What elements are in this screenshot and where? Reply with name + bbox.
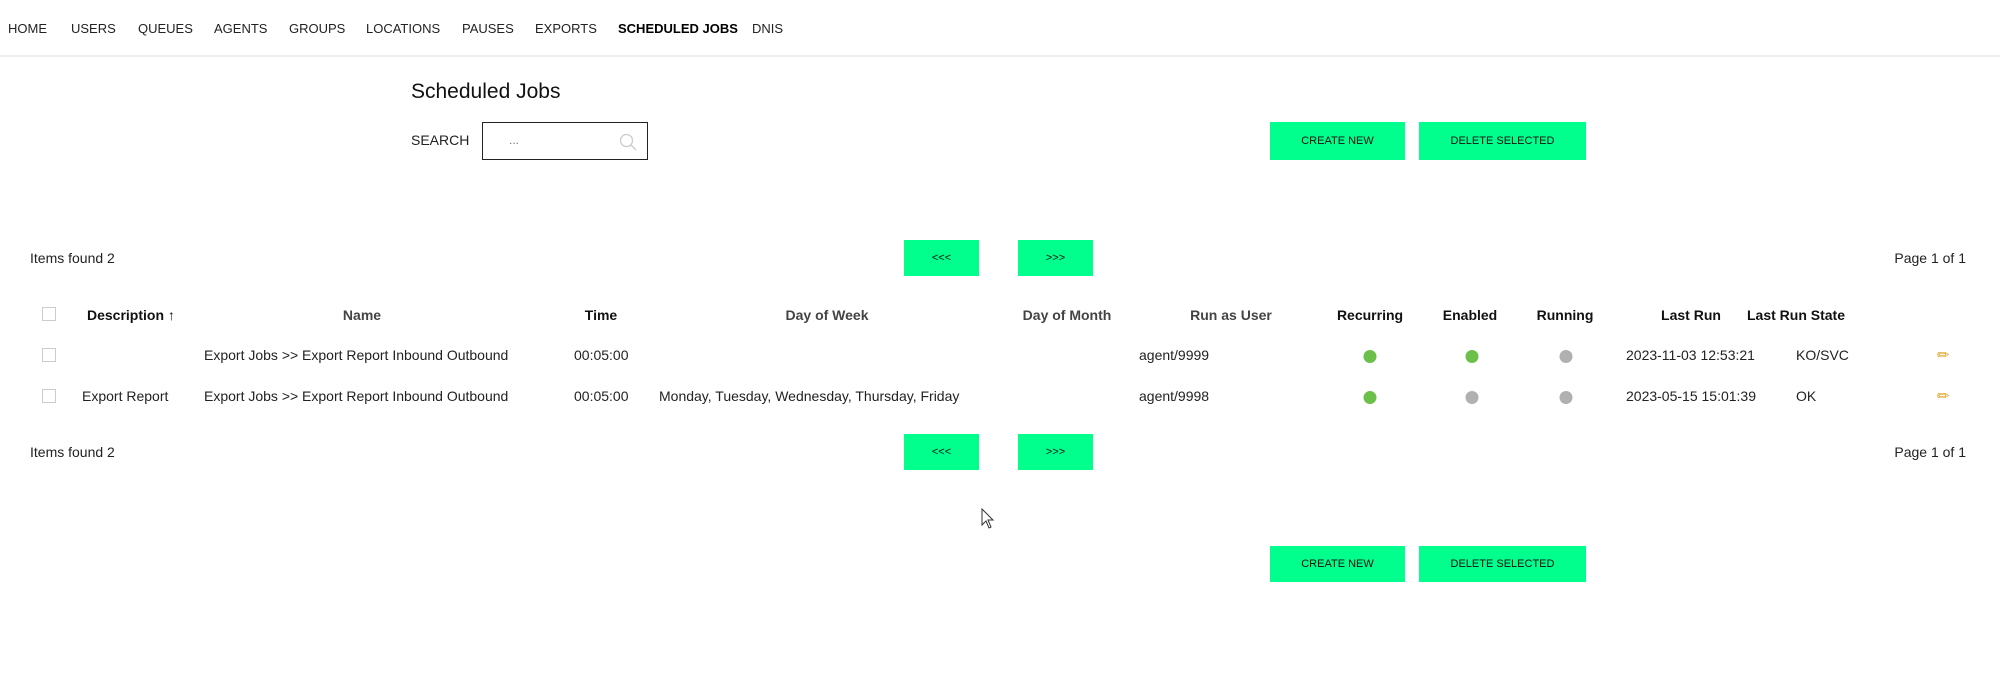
- check-icon: [1363, 391, 1377, 404]
- nav-users[interactable]: USERS: [71, 21, 116, 36]
- edit-pencil-icon[interactable]: ✏: [1937, 347, 1950, 364]
- check-icon: [1465, 350, 1479, 363]
- header-enabled[interactable]: Enabled: [1442, 307, 1498, 323]
- page-title: Scheduled Jobs: [411, 80, 561, 103]
- header-last-run-state[interactable]: Last Run State: [1746, 307, 1846, 323]
- nav-exports[interactable]: EXPORTS: [535, 21, 597, 36]
- minus-icon: [1465, 391, 1479, 404]
- cell-last-run-state: KO/SVC: [1796, 347, 1849, 363]
- cell-name: Export Jobs >> Export Report Inbound Out…: [204, 347, 509, 363]
- nav-scheduled-jobs[interactable]: SCHEDULED JOBS: [618, 21, 738, 36]
- items-found: Items found 2: [30, 250, 115, 266]
- next-page-button-bottom[interactable]: >>>: [1018, 434, 1093, 470]
- minus-icon: [1559, 350, 1573, 363]
- nav-locations[interactable]: LOCATIONS: [366, 21, 441, 36]
- cell-day-of-week: Monday, Tuesday, Wednesday, Thursday, Fr…: [659, 388, 960, 404]
- header-day-of-month[interactable]: Day of Month: [1022, 307, 1112, 323]
- prev-page-button[interactable]: <<<: [904, 240, 979, 276]
- nav-dnis[interactable]: DNIS: [752, 21, 784, 36]
- page-indicator-bottom: Page 1 of 1: [1894, 444, 1966, 460]
- search-input[interactable]: [509, 123, 629, 157]
- next-page-button[interactable]: >>>: [1018, 240, 1093, 276]
- cell-last-run: 2023-05-15 15:01:39: [1626, 388, 1756, 404]
- header-recurring[interactable]: Recurring: [1336, 307, 1404, 323]
- header-day-of-week[interactable]: Day of Week: [785, 307, 869, 323]
- page-indicator: Page 1 of 1: [1894, 250, 1966, 266]
- cell-run-as-user: agent/9998: [1139, 388, 1210, 404]
- header-time[interactable]: Time: [584, 307, 618, 323]
- cell-last-run-state: OK: [1796, 388, 1817, 404]
- cell-run-as-user: agent/9999: [1139, 347, 1210, 363]
- header-running[interactable]: Running: [1536, 307, 1594, 323]
- row-checkbox[interactable]: [42, 348, 56, 362]
- cell-time: 00:05:00: [574, 347, 629, 363]
- header-description[interactable]: Description ↑: [87, 307, 175, 323]
- select-all-checkbox[interactable]: [42, 307, 56, 321]
- top-nav: HOME USERS QUEUES AGENTS GROUPS LOCATION…: [0, 0, 2000, 57]
- create-new-button-bottom[interactable]: CREATE NEW: [1270, 546, 1405, 582]
- row-checkbox[interactable]: [42, 389, 56, 403]
- cell-time: 00:05:00: [574, 388, 629, 404]
- delete-selected-button[interactable]: DELETE SELECTED: [1419, 122, 1586, 160]
- nav-groups[interactable]: GROUPS: [289, 21, 346, 36]
- create-new-button[interactable]: CREATE NEW: [1270, 122, 1405, 160]
- prev-page-button-bottom[interactable]: <<<: [904, 434, 979, 470]
- header-run-as-user[interactable]: Run as User: [1190, 307, 1272, 323]
- mouse-cursor-icon: [981, 508, 995, 529]
- search-box: [482, 122, 648, 160]
- nav-agents[interactable]: AGENTS: [214, 21, 268, 36]
- nav-queues[interactable]: QUEUES: [138, 21, 193, 36]
- cell-last-run: 2023-11-03 12:53:21: [1626, 347, 1755, 363]
- header-description-label: Description: [87, 307, 165, 323]
- search-icon[interactable]: [619, 133, 637, 151]
- cell-name: Export Jobs >> Export Report Inbound Out…: [204, 388, 509, 404]
- nav-home[interactable]: HOME: [8, 21, 47, 36]
- search-label: SEARCH: [411, 132, 470, 148]
- delete-selected-button-bottom[interactable]: DELETE SELECTED: [1419, 546, 1586, 582]
- items-found-bottom: Items found 2: [30, 444, 115, 460]
- header-name[interactable]: Name: [342, 307, 382, 323]
- edit-pencil-icon[interactable]: ✏: [1937, 388, 1950, 405]
- sort-asc-icon: ↑: [167, 307, 175, 323]
- minus-icon: [1559, 391, 1573, 404]
- header-last-run[interactable]: Last Run: [1661, 307, 1721, 323]
- nav-pauses[interactable]: PAUSES: [462, 21, 514, 36]
- check-icon: [1363, 350, 1377, 363]
- cell-description: Export Report: [82, 388, 169, 404]
